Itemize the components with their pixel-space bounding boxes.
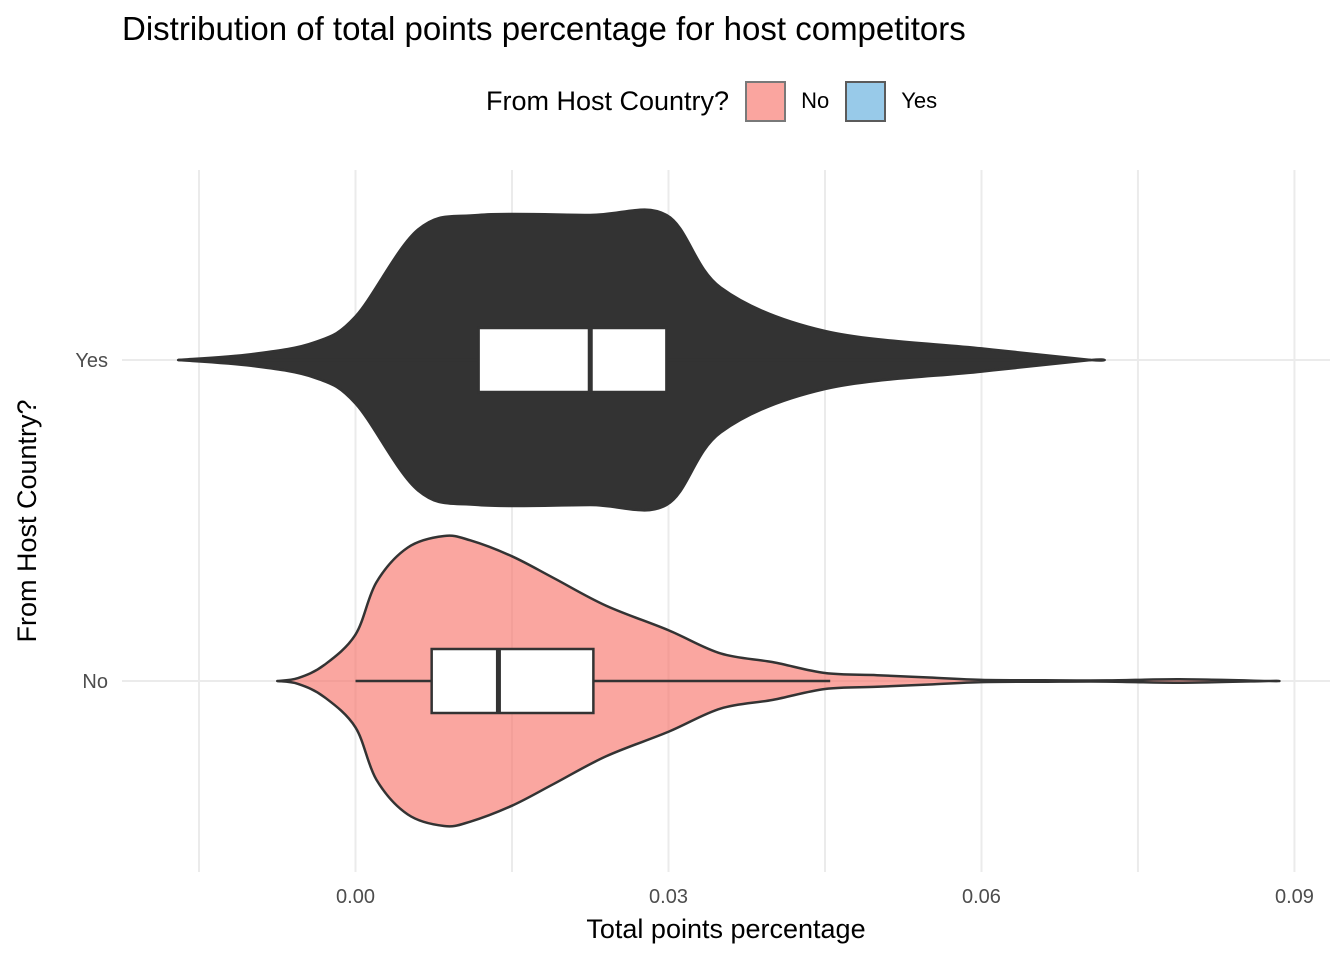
x-tick-label: 0.00 (336, 886, 375, 908)
box-layer (178, 326, 1092, 715)
y-axis-title: From Host Country? (12, 399, 42, 642)
x-axis-title: Total points percentage (586, 914, 865, 944)
legend-label-yes: Yes (901, 88, 938, 113)
legend-item-yes: Yes (845, 80, 938, 122)
legend: From Host Country? No Yes (486, 78, 953, 124)
y-tick-label: Yes (75, 350, 108, 372)
tick-layer: 0.00 0.03 0.06 0.09 Yes No (75, 350, 1314, 908)
legend-label-no: No (801, 88, 830, 113)
grid-layer (122, 170, 1330, 872)
legend-item-no: No (745, 80, 830, 122)
x-tick-label: 0.09 (1275, 886, 1314, 908)
legend-title: From Host Country? (486, 85, 730, 116)
violin-layer (176, 208, 1281, 828)
legend-key-yes (845, 80, 887, 122)
legend-key-no (745, 80, 787, 122)
box-no (430, 647, 595, 715)
y-tick-label: No (82, 671, 108, 693)
chart-title: Distribution of total points percentage … (122, 10, 966, 47)
x-tick-label: 0.06 (962, 886, 1001, 908)
box-yes (477, 326, 668, 394)
x-tick-label: 0.03 (649, 886, 688, 908)
